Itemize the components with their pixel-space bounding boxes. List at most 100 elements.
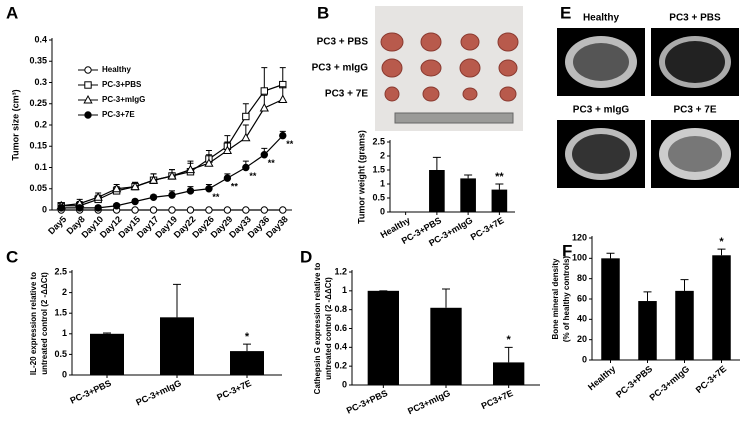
marker <box>168 191 176 199</box>
y-tick-label: 60 <box>577 293 587 303</box>
marker <box>94 204 102 212</box>
marker <box>223 206 232 214</box>
x-tick-label: PC-3+PBS <box>345 388 389 416</box>
marker <box>260 151 269 159</box>
marker <box>168 206 176 214</box>
marker <box>149 193 158 201</box>
marker <box>83 94 93 104</box>
y-axis-label: Bone mineral density <box>551 258 560 339</box>
legend-label: PC-3+mIgG <box>102 95 145 104</box>
marker <box>223 174 232 182</box>
error-bar <box>717 248 726 256</box>
y-axis-label: untreated control (2 -ΔΔCt) <box>40 272 49 375</box>
marker <box>242 163 250 172</box>
x-tick-label: PC-3+PBS <box>68 378 112 406</box>
y-tick-label: 0 <box>342 379 347 389</box>
marker <box>131 197 139 206</box>
y-tick-label: 0.8 <box>334 304 347 314</box>
marker <box>149 206 158 214</box>
panel-letter: D <box>300 247 312 266</box>
legend-label: Healthy <box>102 65 131 74</box>
x-tick-label: Day5 <box>46 214 68 236</box>
significance: ** <box>231 182 239 192</box>
error-bar <box>173 283 181 318</box>
x-tick-label: PC-3+7E <box>694 364 729 395</box>
y-tick-label: 100 <box>572 253 587 263</box>
y-tick-label: 0.1 <box>34 162 47 172</box>
bar <box>367 290 399 385</box>
marker <box>186 187 195 195</box>
y-tick-label: 1.5 <box>54 308 67 318</box>
y-tick-label: 0 <box>582 354 587 364</box>
error-bar <box>606 252 615 259</box>
marker <box>204 158 214 167</box>
significance: ** <box>212 192 220 202</box>
panel-letter: E <box>560 3 571 22</box>
tumor-samples <box>380 32 519 102</box>
photo-label: PC3 + PBS <box>317 37 369 48</box>
bar <box>675 290 694 360</box>
bar <box>601 258 620 360</box>
bar <box>638 301 657 360</box>
x-tick-label: PC-3+7E <box>469 215 506 242</box>
marker <box>84 111 92 119</box>
marker <box>167 170 177 180</box>
ct-label: PC3 + 7E <box>673 105 716 116</box>
ct-label: PC3 + mIgG <box>573 105 630 116</box>
y-tick-label: 40 <box>577 314 587 324</box>
marker <box>112 202 121 210</box>
x-tick-label: PC-3+mIgG <box>134 378 182 408</box>
marker <box>279 206 287 214</box>
y-tick-label: 0.2 <box>34 119 47 129</box>
bar <box>493 362 525 385</box>
series-line <box>61 84 283 207</box>
legend-label: PC-3+7E <box>102 110 135 119</box>
panel-letter: F <box>562 241 572 260</box>
y-tick-label: 0.5 <box>54 349 67 359</box>
y-axis-label: (% of healthy controls) <box>562 256 571 343</box>
ct-label: Healthy <box>583 13 620 24</box>
significance: * <box>719 236 724 248</box>
error-bar <box>442 288 450 308</box>
y-axis-label: Tumor weight (grams) <box>356 130 366 224</box>
panel-letter: A <box>6 3 18 22</box>
marker <box>242 206 250 214</box>
significance: ** <box>268 158 276 168</box>
ct-label: PC3 + PBS <box>669 13 721 24</box>
photo-label: PC3 + mIgG <box>312 63 369 74</box>
y-tick-label: 0.6 <box>334 323 347 333</box>
bar <box>230 351 264 375</box>
significance: * <box>245 331 250 343</box>
bar <box>712 255 731 360</box>
significance: ** <box>495 171 504 183</box>
marker <box>130 181 140 191</box>
y-tick-label: 2 <box>62 287 67 297</box>
bar <box>160 317 194 375</box>
panel-letter: B <box>317 3 329 22</box>
marker <box>111 183 122 193</box>
significance: * <box>507 334 512 346</box>
y-axis-label: IL-20 expression relative to <box>29 272 38 375</box>
x-tick-label: PC3+mIgG <box>406 388 452 416</box>
bar <box>90 333 124 375</box>
x-tick-label: PC-3+mIgG <box>648 364 692 403</box>
y-axis-label: Tumor size (cm³) <box>10 89 20 160</box>
marker <box>148 175 159 184</box>
y-tick-label: 1.2 <box>334 266 347 276</box>
y-tick-label: 1 <box>342 285 347 295</box>
y-tick-label: 1 <box>380 178 385 188</box>
marker <box>205 206 213 214</box>
y-tick-label: 0.3 <box>34 77 47 87</box>
error-bar <box>103 332 111 334</box>
y-tick-label: 0 <box>380 206 385 216</box>
error-bar <box>243 343 251 352</box>
marker <box>260 87 269 95</box>
y-tick-label: 0.5 <box>372 192 385 202</box>
ct-images <box>557 28 739 188</box>
marker <box>241 132 251 142</box>
photo-label: PC3 + 7E <box>325 89 368 100</box>
y-tick-label: 80 <box>577 273 587 283</box>
y-tick-label: 1.5 <box>372 164 385 174</box>
y-tick-label: 0 <box>62 369 67 379</box>
